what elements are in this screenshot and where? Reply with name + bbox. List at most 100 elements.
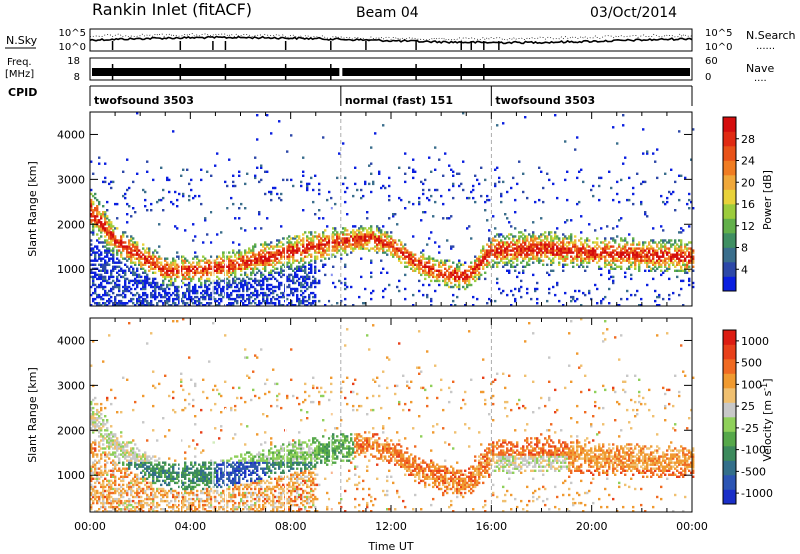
echo-cell (98, 202, 101, 206)
echo-cell (110, 461, 113, 464)
echo-cell (234, 263, 237, 266)
echo-cell (232, 184, 235, 188)
echo-cell (678, 257, 681, 260)
echo-cell (564, 249, 567, 252)
echo-cell (692, 251, 695, 254)
echo-cell (388, 245, 391, 248)
echo-cell (630, 263, 633, 266)
echo-cell (200, 285, 203, 289)
echo-cell (588, 257, 591, 260)
echo-cell (142, 263, 145, 266)
echo-cell (298, 299, 301, 303)
echo-cell (654, 263, 657, 266)
echo-cell (150, 281, 153, 285)
echo-cell (512, 261, 515, 264)
echo-cell (166, 293, 169, 297)
echo-cell (346, 237, 349, 240)
echo-cell (132, 237, 135, 240)
echo-cell (198, 259, 201, 262)
echo-cell (388, 176, 391, 180)
echo-cell (608, 287, 611, 291)
echo-cell (192, 287, 195, 291)
echo-cell (90, 209, 93, 212)
echo-cell (132, 451, 135, 454)
echo-cell (280, 265, 283, 268)
echo-cell (336, 241, 339, 244)
echo-cell (518, 245, 521, 248)
echo-cell (188, 273, 191, 277)
echo-cell (642, 249, 645, 252)
echo-cell (290, 178, 293, 182)
echo-cell (688, 269, 691, 272)
echo-cell (516, 263, 519, 266)
echo-cell (492, 263, 495, 266)
echo-cell (172, 257, 175, 260)
echo-cell (100, 505, 103, 509)
echo-cell (110, 503, 113, 507)
echo-cell (600, 273, 603, 277)
echo-cell (102, 451, 105, 454)
echo-cell (632, 186, 635, 190)
echo-cell (184, 293, 187, 297)
echo-cell (680, 279, 683, 283)
echo-cell (266, 170, 269, 173)
echo-cell (582, 245, 585, 248)
echo-cell (210, 302, 213, 305)
echo-cell (510, 225, 513, 228)
echo-cell (522, 249, 525, 252)
echo-cell (680, 267, 683, 270)
echo-cell (436, 188, 439, 192)
echo-cell (448, 217, 451, 220)
echo-cell (100, 285, 103, 289)
echo-cell (482, 261, 485, 264)
echo-cell (300, 259, 303, 262)
echo-cell (468, 269, 471, 272)
echo-cell (100, 495, 103, 499)
echo-cell (334, 247, 337, 250)
echo-cell (358, 295, 361, 299)
echo-cell (386, 231, 389, 234)
echo-cell (506, 261, 509, 264)
echo-cell (578, 253, 581, 256)
echo-cell (220, 263, 223, 266)
echo-cell (464, 287, 467, 291)
echo-cell (164, 275, 167, 279)
echo-cell (658, 265, 661, 268)
echo-cell (130, 297, 133, 301)
echo-cell (664, 257, 667, 260)
echo-cell (202, 304, 205, 307)
echo-cell (276, 243, 279, 246)
echo-cell (164, 293, 167, 297)
echo-cell (128, 459, 131, 462)
echo-cell (268, 243, 271, 246)
echo-cell (272, 255, 275, 258)
echo-cell (578, 249, 581, 252)
echo-cell (130, 485, 133, 489)
echo-cell (98, 449, 101, 452)
echo-cell (640, 182, 643, 186)
echo-cell (316, 247, 319, 250)
echo-cell (518, 253, 521, 256)
echo-cell (214, 265, 217, 268)
echo-cell (90, 493, 93, 497)
echo-cell (186, 267, 189, 270)
echo-cell (550, 245, 553, 248)
echo-cell (124, 247, 127, 250)
echo-cell (408, 255, 411, 258)
echo-cell (266, 295, 269, 299)
echo-cell (196, 289, 199, 293)
echo-cell (660, 243, 663, 246)
echo-cell (422, 293, 425, 297)
echo-cell (592, 251, 595, 254)
echo-cell (130, 287, 133, 291)
echo-cell (258, 269, 261, 272)
echo-cell (668, 249, 671, 252)
echo-cell (196, 271, 199, 274)
echo-cell (636, 251, 639, 254)
echo-cell (184, 291, 187, 295)
echo-cell (328, 235, 331, 238)
echo-cell (310, 271, 313, 274)
echo-cell (262, 255, 265, 258)
echo-cell (116, 271, 119, 274)
echo-cell (148, 259, 151, 262)
